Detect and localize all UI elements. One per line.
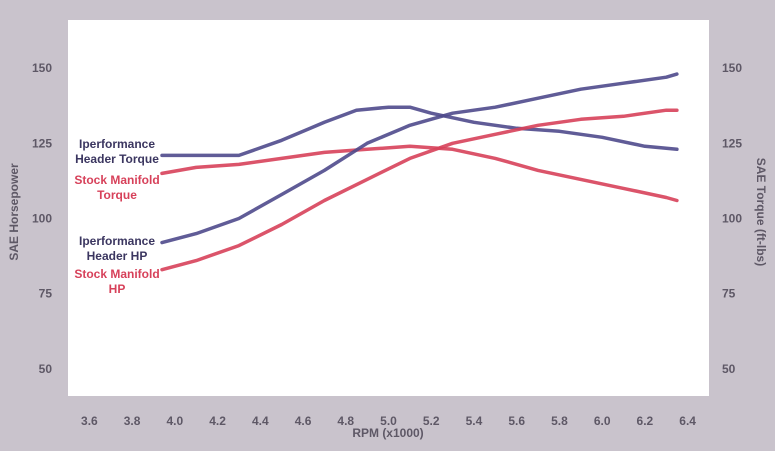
x-tick-label: 4.0 <box>166 414 183 428</box>
x-tick-label: 6.4 <box>679 414 696 428</box>
header-hp-label: Iperformance Header HP <box>79 234 155 263</box>
header-torque-line <box>160 105 679 158</box>
y-left-tick-label: 100 <box>32 212 52 226</box>
stock-hp-line <box>160 108 679 272</box>
x-tick-label: 5.6 <box>508 414 525 428</box>
y-left-tick-label: 50 <box>39 362 53 376</box>
header-torque-label-line: Iperformance <box>79 137 155 151</box>
y-right-tick-label: 100 <box>722 212 742 226</box>
series-lines <box>160 72 679 272</box>
x-tick-label: 5.0 <box>380 414 397 428</box>
x-tick-label: 5.2 <box>423 414 440 428</box>
stock-torque-label-line: Torque <box>97 188 137 202</box>
x-tick-label: 4.8 <box>337 414 354 428</box>
y-right-tick-label: 125 <box>722 136 742 150</box>
x-tick-label: 5.8 <box>551 414 568 428</box>
header-hp-label-line: Header HP <box>87 249 148 263</box>
plot-area <box>68 20 709 396</box>
stock-hp-label-line: Stock Manifold <box>74 267 159 281</box>
y-right-tick-label: 50 <box>722 362 736 376</box>
header-hp-label-line: Iperformance <box>79 234 155 248</box>
stock-torque-label-line: Stock Manifold <box>74 173 159 187</box>
y-left-tick-label: 150 <box>32 61 52 75</box>
y-axis-left-title: SAE Horsepower <box>7 163 21 261</box>
header-hp-line <box>160 72 679 245</box>
stock-hp-label: Stock Manifold HP <box>74 267 159 296</box>
stock-torque-label: Stock Manifold Torque <box>74 173 159 202</box>
x-axis-title: RPM (x1000) <box>352 426 423 440</box>
x-tick-label: 6.2 <box>637 414 654 428</box>
x-tick-label: 5.4 <box>466 414 483 428</box>
y-left-tick-label: 125 <box>32 136 52 150</box>
stock-torque-line <box>160 144 679 203</box>
x-tick-label: 3.8 <box>124 414 141 428</box>
x-tick-label: 4.6 <box>295 414 312 428</box>
header-torque-label: Iperformance Header Torque <box>75 137 159 166</box>
x-tick-label: 4.4 <box>252 414 269 428</box>
y-left-tick-label: 75 <box>39 287 53 301</box>
x-tick-label: 6.0 <box>594 414 611 428</box>
x-tick-label: 3.6 <box>81 414 98 428</box>
y-right-tick-label: 75 <box>722 287 736 301</box>
header-torque-label-line: Header Torque <box>75 152 159 166</box>
stock-hp-label-line: HP <box>109 282 126 296</box>
y-axis-right-title: SAE Torque (ft-lbs) <box>754 158 768 266</box>
axis-ticks: 3.6 3.8 4.0 4.2 4.4 4.6 4.8 5.0 5.2 5.4 5.6 5.8 6.0 6… <box>32 61 742 428</box>
y-right-tick-label: 150 <box>722 61 742 75</box>
x-tick-label: 4.2 <box>209 414 226 428</box>
